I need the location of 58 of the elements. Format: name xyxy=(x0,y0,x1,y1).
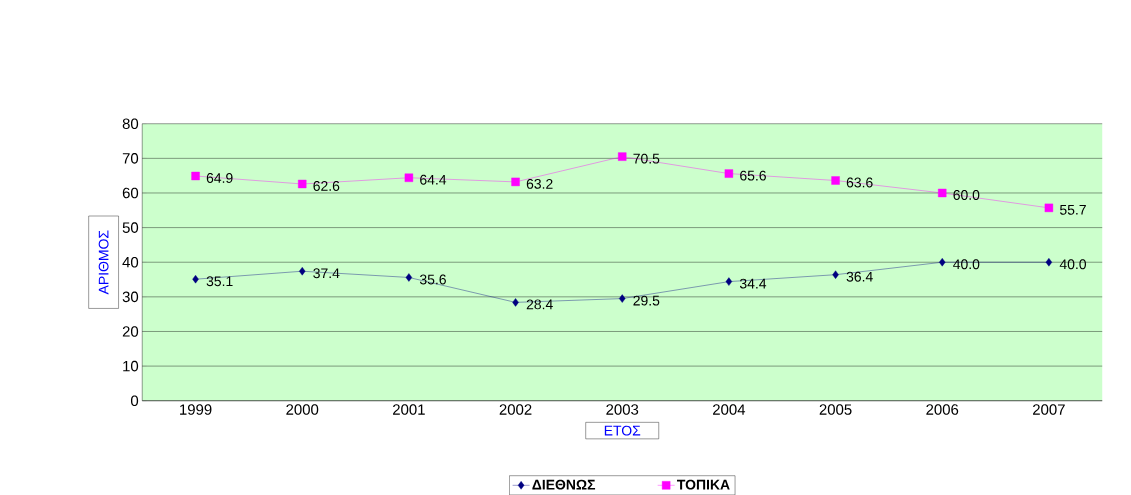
x-axis-title: ΕΤΟΣ xyxy=(604,425,641,436)
point xyxy=(192,274,199,284)
x-tick-label: 1999 xyxy=(180,404,212,415)
x-tick-label: 2001 xyxy=(393,404,425,415)
y-tick-label: 20 xyxy=(122,326,139,337)
y-tick-label: 40 xyxy=(122,256,139,268)
data-label: 40.0 xyxy=(1059,259,1087,270)
point xyxy=(724,169,734,178)
data-label: 36.4 xyxy=(846,271,873,282)
point xyxy=(725,277,733,286)
x-tick-label: 2003 xyxy=(606,404,639,415)
data-label: 34.4 xyxy=(739,278,767,289)
data-label: 64.4 xyxy=(420,174,447,185)
point xyxy=(299,266,306,276)
y-tick-label: 70 xyxy=(122,153,139,164)
x-tick-label: 2007 xyxy=(1033,404,1065,415)
data-label: 37.4 xyxy=(313,268,340,279)
data-label: 63.6 xyxy=(846,177,873,188)
point xyxy=(298,179,307,189)
point xyxy=(512,298,519,307)
data-label: 28.4 xyxy=(526,299,553,310)
point xyxy=(619,294,626,303)
data-label: 64.9 xyxy=(206,173,233,183)
y-tick-label: 80 xyxy=(122,118,139,129)
point xyxy=(1045,257,1053,267)
data-label: 70.5 xyxy=(633,153,660,164)
data-label: 65.6 xyxy=(740,170,766,181)
data-label: 60.0 xyxy=(953,189,980,200)
data-label: 40.0 xyxy=(953,259,980,270)
point xyxy=(191,171,200,181)
data-label: 35.1 xyxy=(206,276,233,287)
point xyxy=(404,173,414,182)
y-tick-label: 10 xyxy=(123,360,139,372)
x-tick-label: 2004 xyxy=(713,404,746,415)
x-tick-label: 2000 xyxy=(286,404,319,415)
data-label: 29.5 xyxy=(633,295,660,306)
y-tick-label: 0 xyxy=(130,395,139,406)
x-tick-label: 2002 xyxy=(499,404,532,415)
point xyxy=(618,152,627,161)
y-axis-title: ΑΡΙΘΜΟΣ xyxy=(98,230,109,295)
y-tick-label: 60 xyxy=(122,187,139,199)
point xyxy=(832,270,839,279)
data-label: 55.7 xyxy=(1059,204,1086,215)
y-tick-label: 30 xyxy=(122,291,139,303)
point xyxy=(1044,203,1054,213)
x-tick-label: 2006 xyxy=(926,404,959,415)
legend-label: ΤΟΠΙΚΑ xyxy=(677,479,730,490)
point xyxy=(831,176,840,185)
point xyxy=(938,188,947,198)
point xyxy=(405,273,413,282)
point xyxy=(939,257,946,267)
y-tick-label: 50 xyxy=(122,222,139,233)
data-label: 35.6 xyxy=(419,274,446,285)
point xyxy=(511,177,520,187)
data-label: 62.6 xyxy=(313,180,340,191)
x-tick-label: 2005 xyxy=(819,404,852,415)
legend-label: ΔΙΕΘΝΩΣ xyxy=(532,479,596,490)
data-label: 63.2 xyxy=(526,178,553,189)
